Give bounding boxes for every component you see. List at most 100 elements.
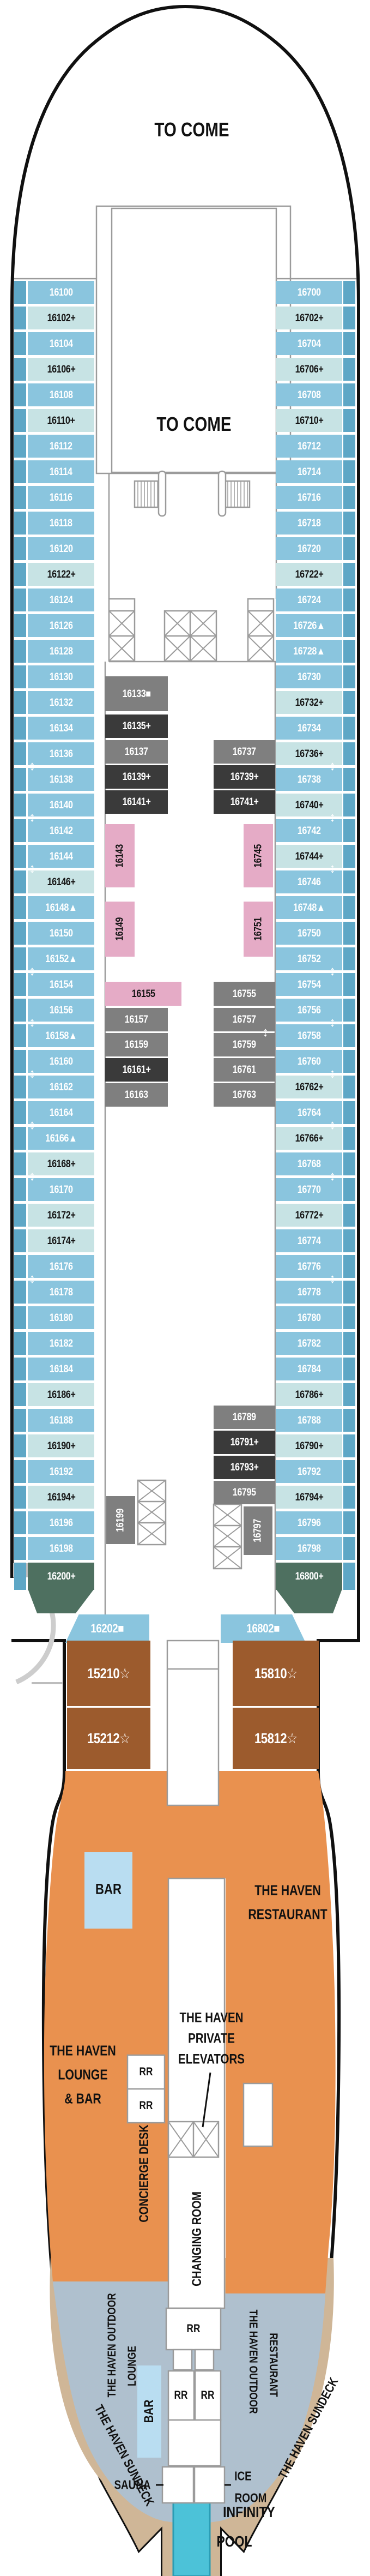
cabin-16780: 16780 xyxy=(276,1306,342,1329)
outdoor-restaurant-label-1: THE HAVEN OUTDOOR xyxy=(247,2309,259,2414)
haven-restaurant-label-2: RESTAURANT xyxy=(248,1906,327,1923)
balcony-strip xyxy=(343,1563,355,1590)
balcony-strip xyxy=(14,1486,26,1509)
infinity-pool-label-1: INFINITY xyxy=(223,2503,275,2520)
balcony-strip xyxy=(14,1127,26,1150)
cabin-16164: 16164 xyxy=(28,1101,94,1124)
cabin-16795: 16795 xyxy=(214,1481,275,1504)
outdoor-lounge-label-1: THE HAVEN OUTDOOR xyxy=(106,2293,118,2398)
cabin-16720: 16720 xyxy=(276,537,342,560)
balcony-strip xyxy=(14,1281,26,1304)
cabin-16761: 16761 xyxy=(214,1058,275,1082)
haven-lounge-label-2: LOUNGE xyxy=(58,2066,108,2083)
restroom-label-3: RR xyxy=(186,2322,201,2335)
cabin-16726▲: 16726▲ xyxy=(276,614,342,637)
balcony-strip xyxy=(14,999,26,1022)
cabin-16143: 16143 xyxy=(105,824,135,887)
balcony-strip xyxy=(14,563,26,586)
cabin-16136: 16136 xyxy=(28,742,94,765)
outdoor-restaurant-label-2: RESTAURANT xyxy=(267,2333,280,2397)
balcony-strip xyxy=(343,1358,355,1380)
cabin-16178: 16178 xyxy=(28,1281,94,1304)
connecting-cabins-icon: ↕ xyxy=(29,861,35,876)
balcony-strip xyxy=(343,486,355,509)
cabin-16104: 16104 xyxy=(28,332,94,355)
cabin-16108: 16108 xyxy=(28,383,94,406)
connecting-cabins-icon: ↕ xyxy=(262,1025,269,1040)
cabin-16100: 16100 xyxy=(28,281,94,304)
balcony-strip xyxy=(343,1332,355,1355)
cabin-16802■: 16802■ xyxy=(221,1614,306,1643)
balcony-strip xyxy=(343,537,355,560)
cabin-16760: 16760 xyxy=(276,1050,342,1073)
cabin-16794+: 16794+ xyxy=(276,1486,342,1509)
cabin-16757: 16757 xyxy=(214,1008,275,1031)
balcony-strip xyxy=(14,1306,26,1329)
cabin-15210☆: 15210☆ xyxy=(67,1641,150,1706)
balcony-strip xyxy=(343,512,355,535)
balcony-strip xyxy=(343,589,355,611)
balcony-strip xyxy=(343,1101,355,1124)
cabin-16734: 16734 xyxy=(276,717,342,740)
cabin-16120: 16120 xyxy=(28,537,94,560)
cabin-16766+: 16766+ xyxy=(276,1127,342,1150)
cabin-16797: 16797 xyxy=(244,1506,272,1555)
cabin-16158▲: 16158▲ xyxy=(28,1024,94,1047)
cabin-15810☆: 15810☆ xyxy=(233,1641,319,1706)
to-come-bow-label: TO COME xyxy=(154,118,229,141)
balcony-strip xyxy=(14,922,26,945)
cabin-16166▲: 16166▲ xyxy=(28,1127,94,1150)
haven-lounge-label-1: THE HAVEN xyxy=(50,2042,116,2059)
balcony-strip xyxy=(14,794,26,816)
balcony-strip xyxy=(343,870,355,893)
cabin-16132: 16132 xyxy=(28,691,94,714)
cabin-16192: 16192 xyxy=(28,1460,94,1483)
sauna-label: SAUNA xyxy=(114,2477,151,2492)
cabin-16174+: 16174+ xyxy=(28,1229,94,1252)
balcony-strip xyxy=(343,1204,355,1227)
balcony-strip xyxy=(343,768,355,791)
cabin-15812☆: 15812☆ xyxy=(233,1708,319,1769)
balcony-strip xyxy=(14,1178,26,1201)
cabin-16742: 16742 xyxy=(276,819,342,842)
balcony-strip xyxy=(343,1178,355,1201)
cabin-16168+: 16168+ xyxy=(28,1152,94,1175)
private-elevators-label-2: PRIVATE xyxy=(188,2031,235,2046)
balcony-strip xyxy=(343,1076,355,1098)
balcony-strip xyxy=(14,1537,26,1560)
cabin-16130: 16130 xyxy=(28,665,94,688)
connecting-cabins-icon: ↕ xyxy=(329,964,336,978)
cabin-16754: 16754 xyxy=(276,973,342,996)
cabin-16758: 16758 xyxy=(276,1024,342,1047)
private-elevators-label-3: ELEVATORS xyxy=(178,2051,245,2067)
balcony-strip xyxy=(14,1050,26,1073)
balcony-strip xyxy=(343,1281,355,1304)
cabin-16786+: 16786+ xyxy=(276,1383,342,1406)
connecting-cabins-icon: ↕ xyxy=(329,1169,336,1184)
cabin-16155: 16155 xyxy=(105,982,181,1006)
cabin-16152▲: 16152▲ xyxy=(28,947,94,970)
cabin-16776: 16776 xyxy=(276,1255,342,1278)
balcony-strip xyxy=(14,435,26,458)
cabin-16144: 16144 xyxy=(28,845,94,868)
balcony-strip xyxy=(343,896,355,919)
cabin-16737: 16737 xyxy=(214,740,275,764)
balcony-strip xyxy=(343,1511,355,1534)
cabin-16789: 16789 xyxy=(214,1406,275,1429)
balcony-strip xyxy=(14,640,26,663)
balcony-strip xyxy=(343,922,355,945)
cabin-16110+: 16110+ xyxy=(28,409,94,432)
balcony-strip xyxy=(14,1101,26,1124)
connecting-cabins-icon: ↕ xyxy=(329,1271,336,1286)
private-elevators-label-1: THE HAVEN xyxy=(179,2010,244,2026)
balcony-strip xyxy=(343,717,355,740)
balcony-strip xyxy=(14,691,26,714)
balcony-strip xyxy=(343,794,355,816)
cabin-16763: 16763 xyxy=(214,1083,275,1107)
connecting-cabins-icon: ↕ xyxy=(329,810,336,825)
balcony-strip xyxy=(14,768,26,791)
balcony-strip xyxy=(343,947,355,970)
cabin-16139+: 16139+ xyxy=(105,765,168,789)
connecting-cabins-icon: ↕ xyxy=(29,964,35,978)
cabin-16146+: 16146+ xyxy=(28,870,94,893)
